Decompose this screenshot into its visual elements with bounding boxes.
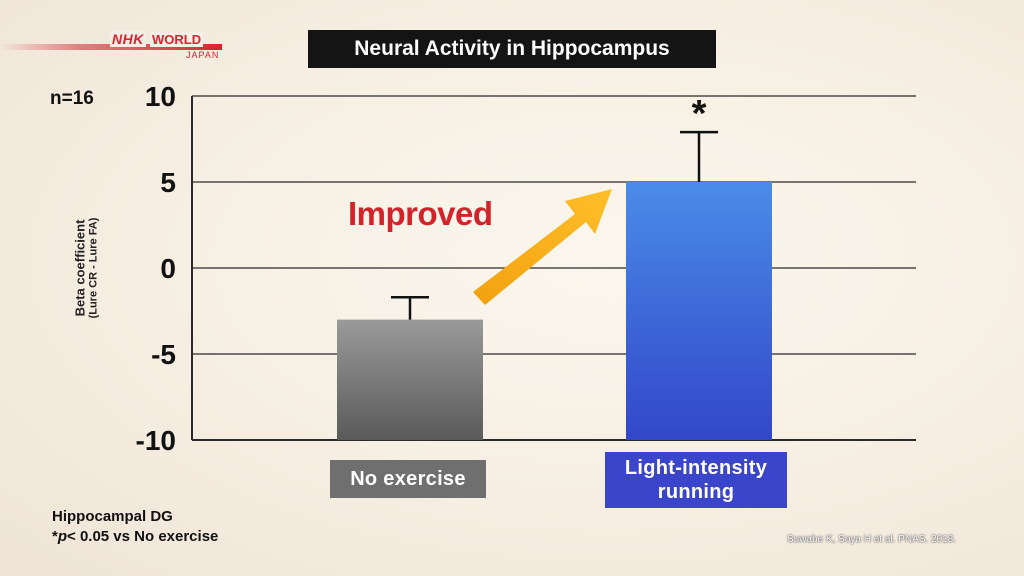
logo-japan: JAPAN — [186, 50, 220, 60]
improved-annotation: Improved — [348, 195, 493, 232]
chart-title: Neural Activity in Hippocampus — [308, 30, 716, 68]
category-label-light-running: Light-intensity running — [605, 452, 787, 508]
bars — [337, 182, 772, 440]
footnote-region: Hippocampal DG — [52, 508, 173, 525]
logo-world: WORLD — [150, 32, 204, 47]
y-tick-label: 5 — [160, 167, 176, 198]
sample-size-label: n=16 — [50, 88, 94, 109]
y-tick-label: -5 — [151, 339, 176, 370]
grid-lines — [191, 95, 916, 441]
error-bars — [391, 130, 718, 320]
broadcaster-logo: NHK WORLD JAPAN — [0, 31, 222, 60]
bar-1 — [626, 182, 772, 440]
bar-0 — [337, 319, 483, 440]
y-tick-label: 0 — [160, 253, 176, 284]
improvement-arrow-icon — [473, 189, 612, 305]
logo-brand: NHK — [110, 31, 146, 47]
footnote-significance: *p< 0.05 vs No exercise — [52, 528, 219, 545]
footnote: Hippocampal DG *p< 0.05 vs No exercise — [52, 507, 218, 547]
y-tick-labels: 10 5 0 -5 -10 — [136, 81, 176, 456]
category-label-light-running-text: Light-intensity running — [624, 457, 768, 503]
logo-stripe — [0, 44, 222, 50]
y-tick-label: -10 — [136, 425, 176, 456]
category-label-no-exercise: No exercise — [330, 460, 486, 498]
significance-star: * — [692, 93, 707, 135]
citation: Suwabe K, Soya H et al. PNAS. 2018. — [787, 534, 956, 545]
y-tick-label: 10 — [145, 81, 176, 112]
